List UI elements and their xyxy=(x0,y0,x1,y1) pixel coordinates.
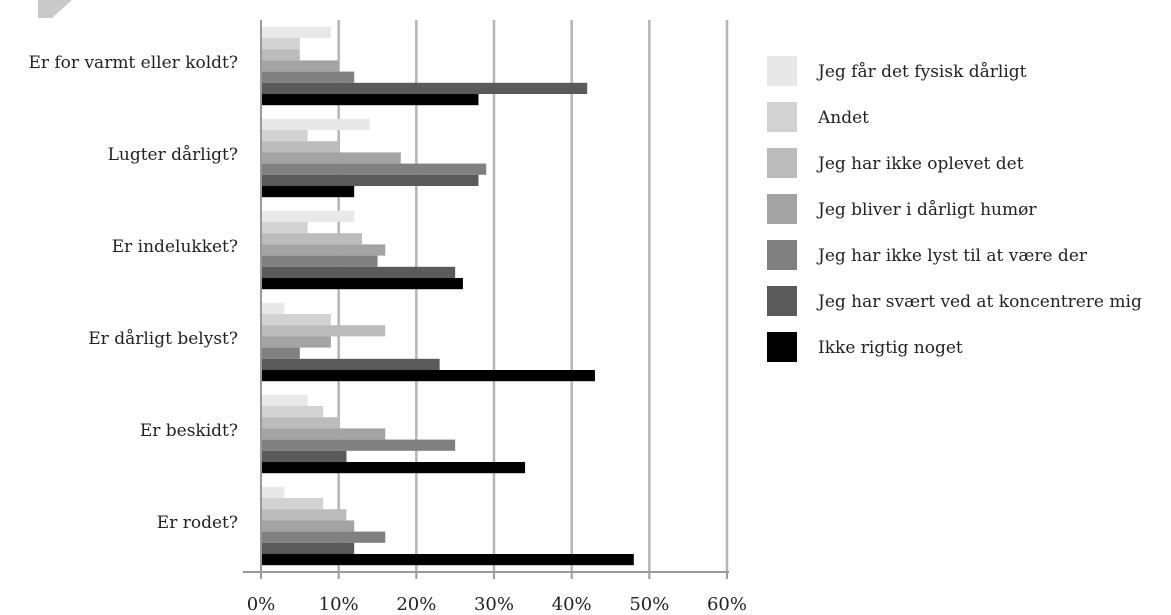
bar xyxy=(261,186,354,197)
bar xyxy=(261,303,284,314)
bar xyxy=(261,267,455,278)
bar xyxy=(261,211,354,222)
bar xyxy=(261,152,401,163)
legend-label: Jeg har ikke oplevet det xyxy=(816,154,1024,174)
legend-swatch xyxy=(767,148,797,178)
bar xyxy=(261,244,385,255)
bar xyxy=(261,278,463,289)
legend-label: Ikke rigtig noget xyxy=(818,338,963,358)
x-tick-label: 60% xyxy=(707,594,747,615)
bar xyxy=(261,314,331,325)
bar xyxy=(261,440,455,451)
bar xyxy=(261,38,300,49)
bar xyxy=(261,520,354,531)
category-label: Lugter dårligt? xyxy=(108,145,238,165)
bar xyxy=(261,325,385,336)
legend-swatch xyxy=(767,56,797,86)
bar xyxy=(261,487,284,498)
bars xyxy=(261,27,634,565)
x-tick-label: 30% xyxy=(474,594,514,615)
legend-label: Jeg har ikke lyst til at være der xyxy=(816,246,1088,266)
legend-label: Jeg får det fysisk dårligt xyxy=(816,62,1027,82)
x-tick-label: 0% xyxy=(247,594,276,615)
x-tick-label: 10% xyxy=(319,594,359,615)
x-tick-labels: 0% 10% 20% 30% 40% 50% 60% xyxy=(247,594,747,615)
bar xyxy=(261,543,354,554)
bar xyxy=(261,406,323,417)
bar xyxy=(261,554,634,565)
legend-label: Andet xyxy=(817,108,869,128)
legend-swatch xyxy=(767,102,797,132)
x-tick-label: 40% xyxy=(552,594,592,615)
bar xyxy=(261,417,339,428)
legend-swatch xyxy=(767,332,797,362)
bar xyxy=(261,359,440,370)
legend: Jeg får det fysisk dårligt Andet Jeg har i… xyxy=(767,56,1142,362)
bar xyxy=(261,336,331,347)
bar xyxy=(261,130,308,141)
bar xyxy=(261,119,370,130)
bar xyxy=(261,94,478,105)
bar xyxy=(261,60,339,71)
bar xyxy=(261,498,323,509)
bar xyxy=(261,370,595,381)
bar xyxy=(261,233,362,244)
x-tick-label: 50% xyxy=(629,594,669,615)
legend-swatch xyxy=(767,286,797,316)
bar xyxy=(261,83,587,94)
bar xyxy=(261,395,308,406)
legend-swatch xyxy=(767,194,797,224)
bar xyxy=(261,175,478,186)
bar xyxy=(261,509,346,520)
legend-label: Jeg har svært ved at koncentrere mig xyxy=(816,292,1142,312)
bar xyxy=(261,451,346,462)
bar xyxy=(261,27,331,38)
bar xyxy=(261,348,300,359)
category-labels: Er for varmt eller koldt? Lugter dårligt?… xyxy=(28,53,238,533)
category-label: Er indelukket? xyxy=(112,237,238,257)
category-label: Er dårligt belyst? xyxy=(88,329,238,349)
category-label: Er rodet? xyxy=(157,513,238,533)
bar xyxy=(261,164,486,175)
bar xyxy=(261,532,385,543)
legend-label: Jeg bliver i dårligt humør xyxy=(816,200,1037,220)
bar xyxy=(261,222,308,233)
corner-decoration xyxy=(38,0,72,18)
x-tick-label: 20% xyxy=(396,594,436,615)
category-label: Er for varmt eller koldt? xyxy=(28,53,238,73)
bar xyxy=(261,72,354,83)
bar xyxy=(261,428,385,439)
category-label: Er beskidt? xyxy=(140,421,238,441)
legend-swatch xyxy=(767,240,797,270)
bar xyxy=(261,49,300,60)
bar xyxy=(261,256,378,267)
bar xyxy=(261,462,525,473)
bar xyxy=(261,141,339,152)
